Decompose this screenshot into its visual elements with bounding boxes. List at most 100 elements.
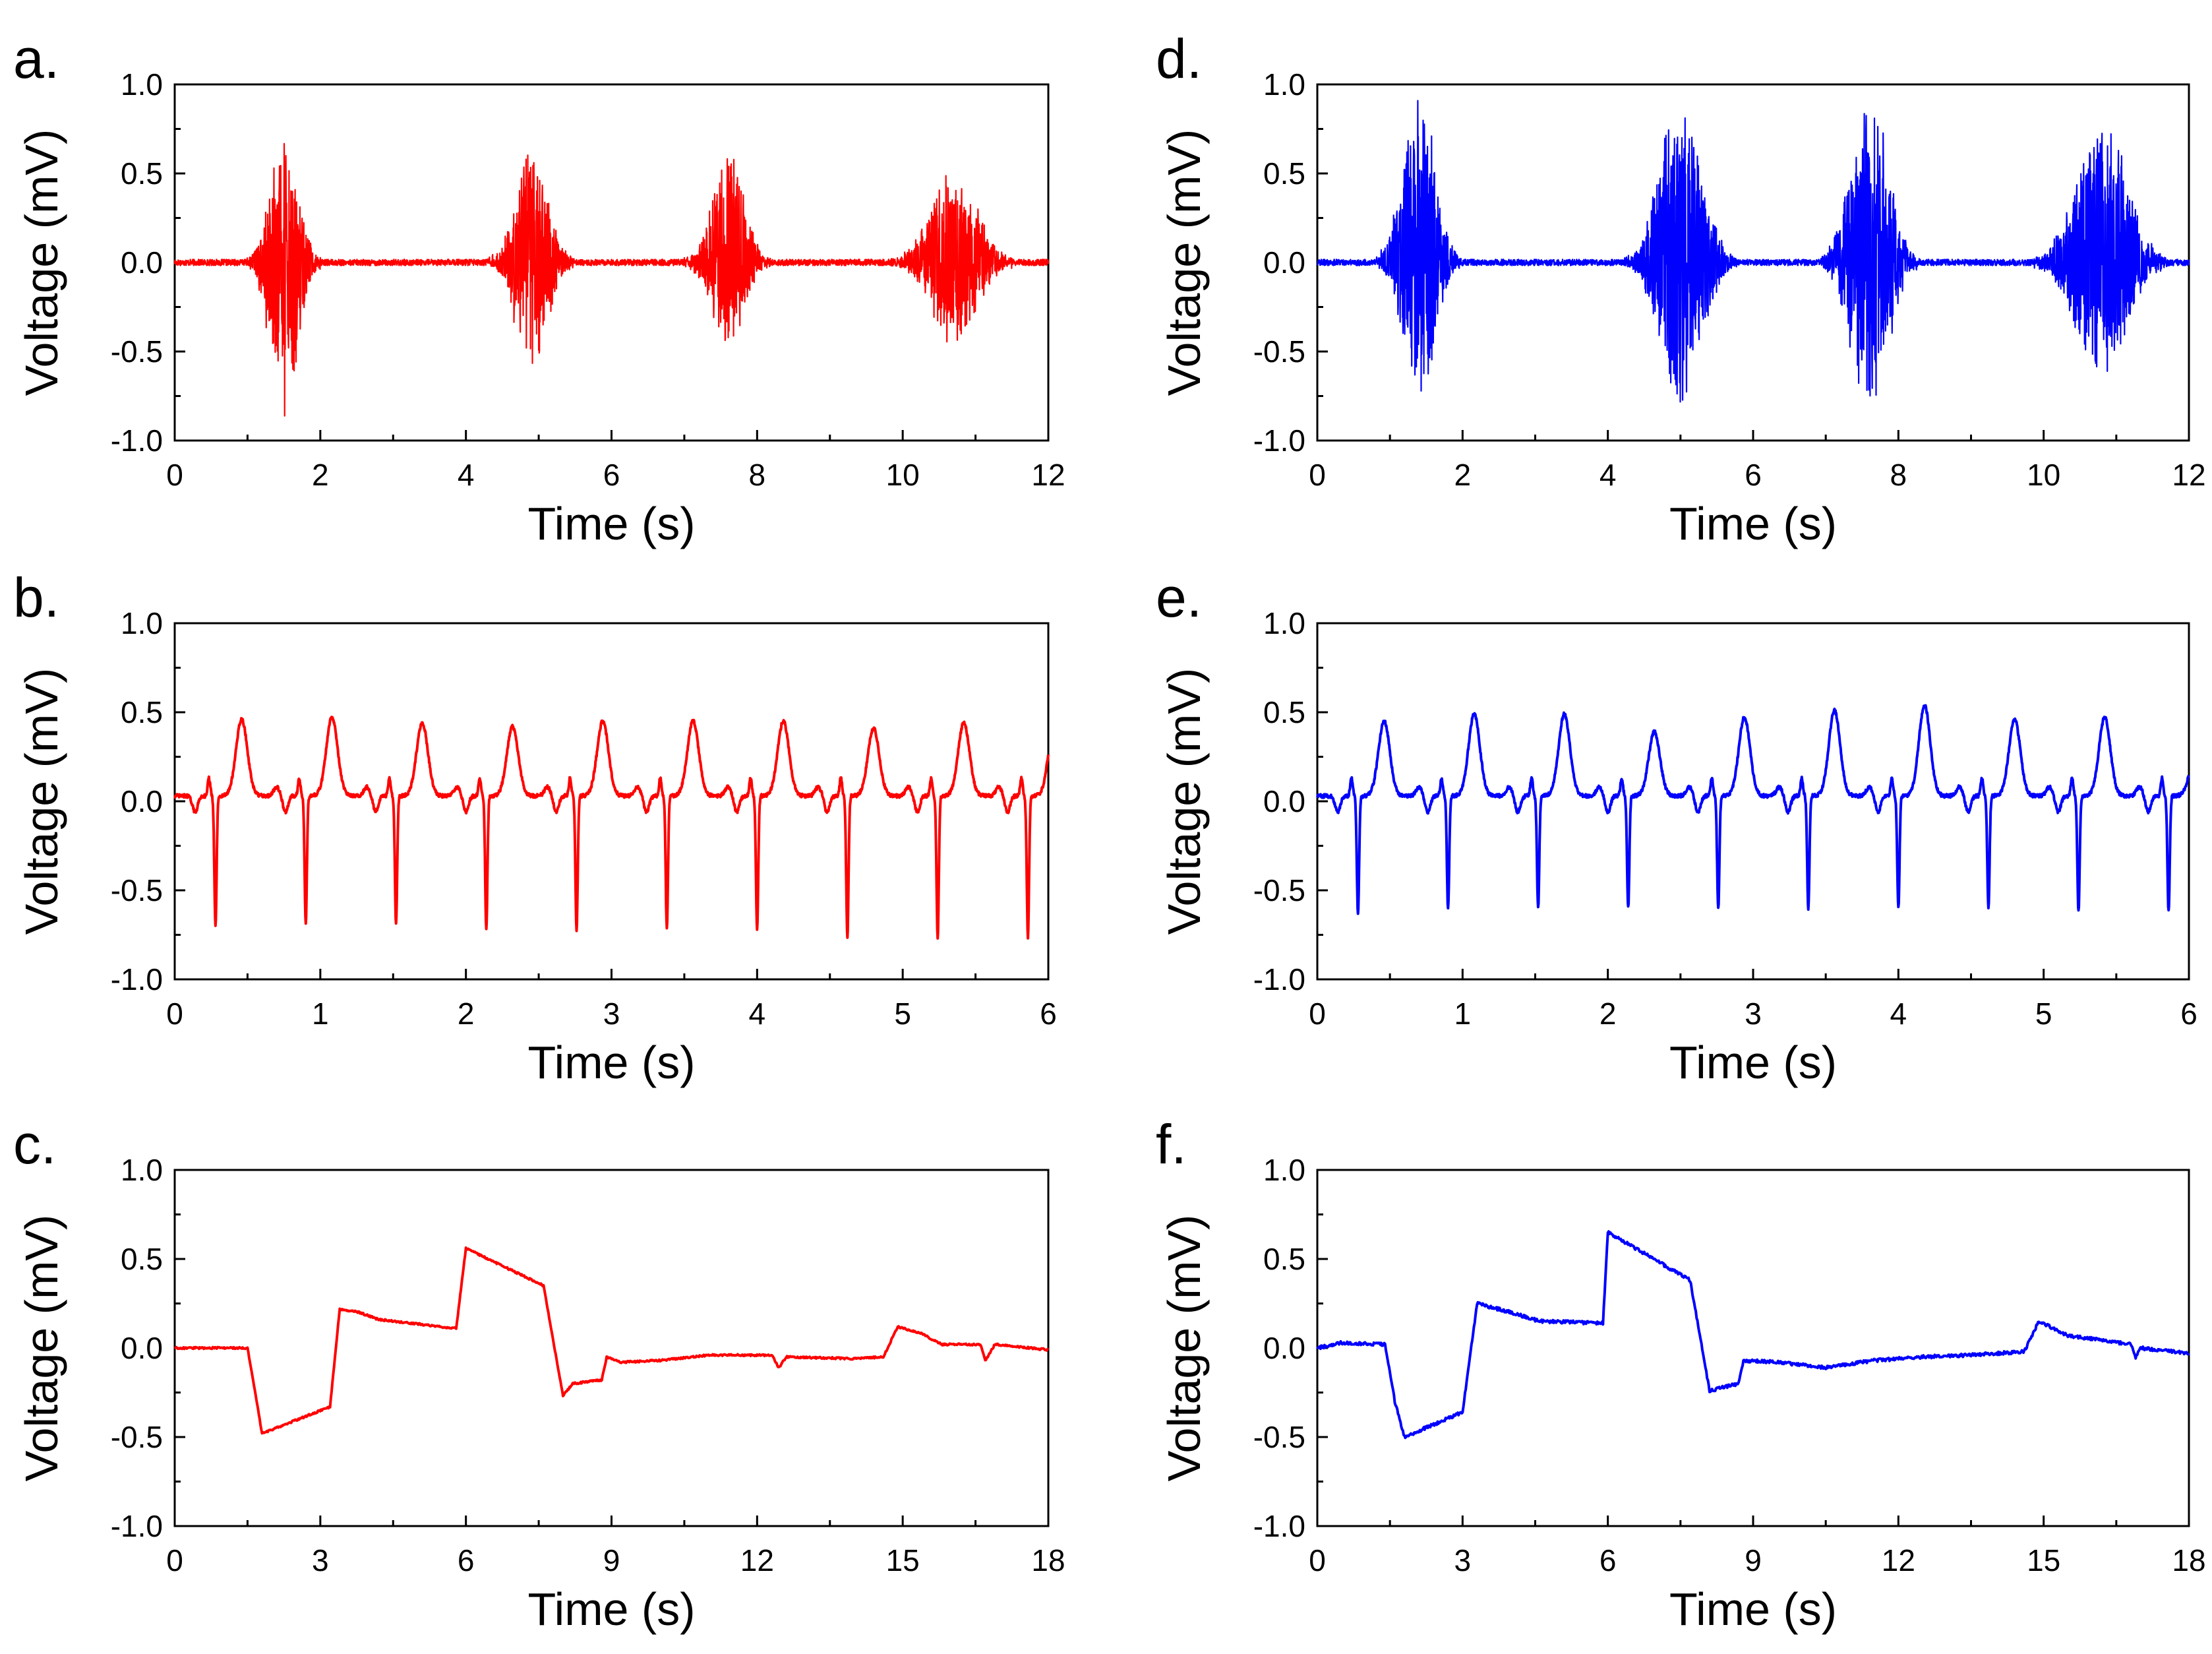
x-tick-label: 3: [603, 996, 620, 1031]
y-tick-label: -0.5: [111, 334, 163, 369]
y-tick-label: 0.5: [121, 1242, 163, 1276]
x-tick-label: 2: [1599, 996, 1617, 1031]
x-tick-label: 0: [1309, 1543, 1326, 1577]
y-tick-label: 0.0: [121, 1331, 163, 1365]
y-tick-label: -0.5: [111, 873, 163, 907]
y-tick-label: 0.5: [1263, 1242, 1305, 1276]
x-tick-label: 3: [1745, 996, 1762, 1031]
y-tick-label: 0.5: [1263, 695, 1305, 729]
y-axis-label: Voltage (mV): [1158, 668, 1210, 935]
y-tick-label: -1.0: [1253, 423, 1305, 458]
x-tick-label: 6: [2180, 996, 2197, 1031]
chart-panel-e: e. -1.0 -0.5 0.0 0.5 1.0 0 1 2 3 4 5 6 Time (s) Voltag…: [1156, 567, 2197, 1088]
x-axis-label: Time (s): [527, 1037, 695, 1088]
x-tick-label: 6: [458, 1543, 475, 1577]
y-tick-label: 1.0: [121, 67, 163, 102]
x-tick-label: 2: [458, 996, 475, 1031]
x-tick-label: 18: [2172, 1543, 2205, 1577]
data-series-line: [173, 716, 1050, 940]
x-tick-label: 15: [886, 1543, 920, 1577]
x-tick-label: 0: [1309, 458, 1326, 492]
x-axis-label: Time (s): [1669, 498, 1837, 549]
x-tick-label: 12: [2172, 458, 2205, 492]
y-tick-label: -1.0: [111, 1509, 163, 1543]
panel-label: e.: [1156, 567, 1202, 628]
panel-label: f.: [1156, 1113, 1187, 1175]
x-tick-label: 4: [1890, 996, 1907, 1031]
x-tick-label: 6: [1745, 458, 1762, 492]
y-tick-label: -0.5: [1253, 1420, 1305, 1454]
x-tick-label: 18: [1031, 1543, 1065, 1577]
y-axis-label: Voltage (mV): [1158, 1215, 1210, 1482]
y-tick-label: 1.0: [121, 606, 163, 640]
x-tick-label: 12: [1031, 458, 1065, 492]
y-tick-label: 0.0: [1263, 245, 1305, 280]
x-tick-label: 15: [2027, 1543, 2060, 1577]
x-tick-label: 3: [1454, 1543, 1472, 1577]
x-tick-label: 5: [894, 996, 911, 1031]
y-tick-label: -1.0: [1253, 962, 1305, 996]
x-tick-label: 8: [1890, 458, 1907, 492]
data-series-line: [1316, 1230, 2190, 1440]
x-tick-label: 8: [749, 458, 766, 492]
y-tick-label: 1.0: [1263, 606, 1305, 640]
x-tick-label: 12: [740, 1543, 774, 1577]
y-tick-label: -1.0: [1253, 1509, 1305, 1543]
x-tick-label: 2: [312, 458, 329, 492]
y-tick-label: -1.0: [111, 423, 163, 458]
plot-frame: [1316, 622, 2190, 981]
x-tick-label: 4: [1599, 458, 1617, 492]
panel-label: d.: [1156, 28, 1202, 90]
y-tick-label: -1.0: [111, 962, 163, 996]
y-tick-label: -0.5: [111, 1420, 163, 1454]
x-tick-label: 2: [1454, 458, 1472, 492]
x-tick-label: 4: [458, 458, 475, 492]
data-series-line: [1317, 100, 2190, 403]
y-tick-label: -0.5: [1253, 334, 1305, 369]
y-tick-label: -0.5: [1253, 873, 1305, 907]
x-tick-label: 5: [2035, 996, 2052, 1031]
x-axis-label: Time (s): [527, 1583, 695, 1635]
y-tick-label: 1.0: [1263, 67, 1305, 102]
y-axis-label: Voltage (mV): [16, 129, 67, 396]
panel-label: b.: [13, 567, 59, 628]
plot-frame: [173, 1169, 1050, 1527]
x-axis-label: Time (s): [1669, 1583, 1837, 1635]
y-axis-label: Voltage (mV): [16, 1215, 67, 1482]
plot-frame: [173, 622, 1050, 981]
panel-label: c.: [13, 1113, 56, 1175]
x-tick-label: 9: [1745, 1543, 1762, 1577]
y-tick-label: 0.5: [121, 156, 163, 191]
x-axis-label: Time (s): [1669, 1037, 1837, 1088]
chart-panel-f: f. -1.0 -0.5 0.0 0.5 1.0 0 3 6 9 12 15 18 Time (s) Vol…: [1156, 1113, 2206, 1635]
data-series-line: [173, 1246, 1050, 1435]
chart-panel-c: c. -1.0 -0.5 0.0 0.5 1.0 0 3 6 9 12 15 18 Time (s) Vol…: [13, 1113, 1065, 1635]
x-tick-label: 3: [312, 1543, 329, 1577]
x-tick-label: 0: [166, 1543, 183, 1577]
x-tick-label: 4: [749, 996, 766, 1031]
x-tick-label: 0: [166, 458, 183, 492]
y-tick-label: 0.0: [1263, 784, 1305, 818]
y-tick-label: 1.0: [1263, 1153, 1305, 1187]
x-tick-label: 1: [312, 996, 329, 1031]
data-series-line: [173, 142, 1050, 417]
x-tick-label: 6: [1040, 996, 1057, 1031]
y-tick-label: 1.0: [121, 1153, 163, 1187]
x-tick-label: 10: [2027, 458, 2060, 492]
data-series-line: [1316, 704, 2190, 915]
x-tick-label: 0: [166, 996, 183, 1031]
y-tick-label: 0.5: [1263, 156, 1305, 191]
chart-panel-a: a. -1.0 -0.5 0.0 0.5 1.0 0 2 4 6 8 10 12 Time (s) Volt…: [13, 28, 1065, 549]
x-tick-label: 0: [1309, 996, 1326, 1031]
chart-panel-b: b. -1.0 -0.5 0.0 0.5 1.0 0 1 2 3 4 5 6 Time (s) Voltag…: [13, 567, 1057, 1088]
x-tick-label: 12: [1882, 1543, 1915, 1577]
y-tick-label: 0.0: [121, 245, 163, 280]
y-tick-label: 0.0: [1263, 1331, 1305, 1365]
x-axis-label: Time (s): [527, 498, 695, 549]
y-axis-label: Voltage (mV): [16, 668, 67, 935]
x-tick-label: 6: [603, 458, 620, 492]
x-tick-label: 10: [886, 458, 920, 492]
y-tick-label: 0.0: [121, 784, 163, 818]
plot-frame: [1316, 1169, 2190, 1527]
x-tick-label: 6: [1599, 1543, 1617, 1577]
